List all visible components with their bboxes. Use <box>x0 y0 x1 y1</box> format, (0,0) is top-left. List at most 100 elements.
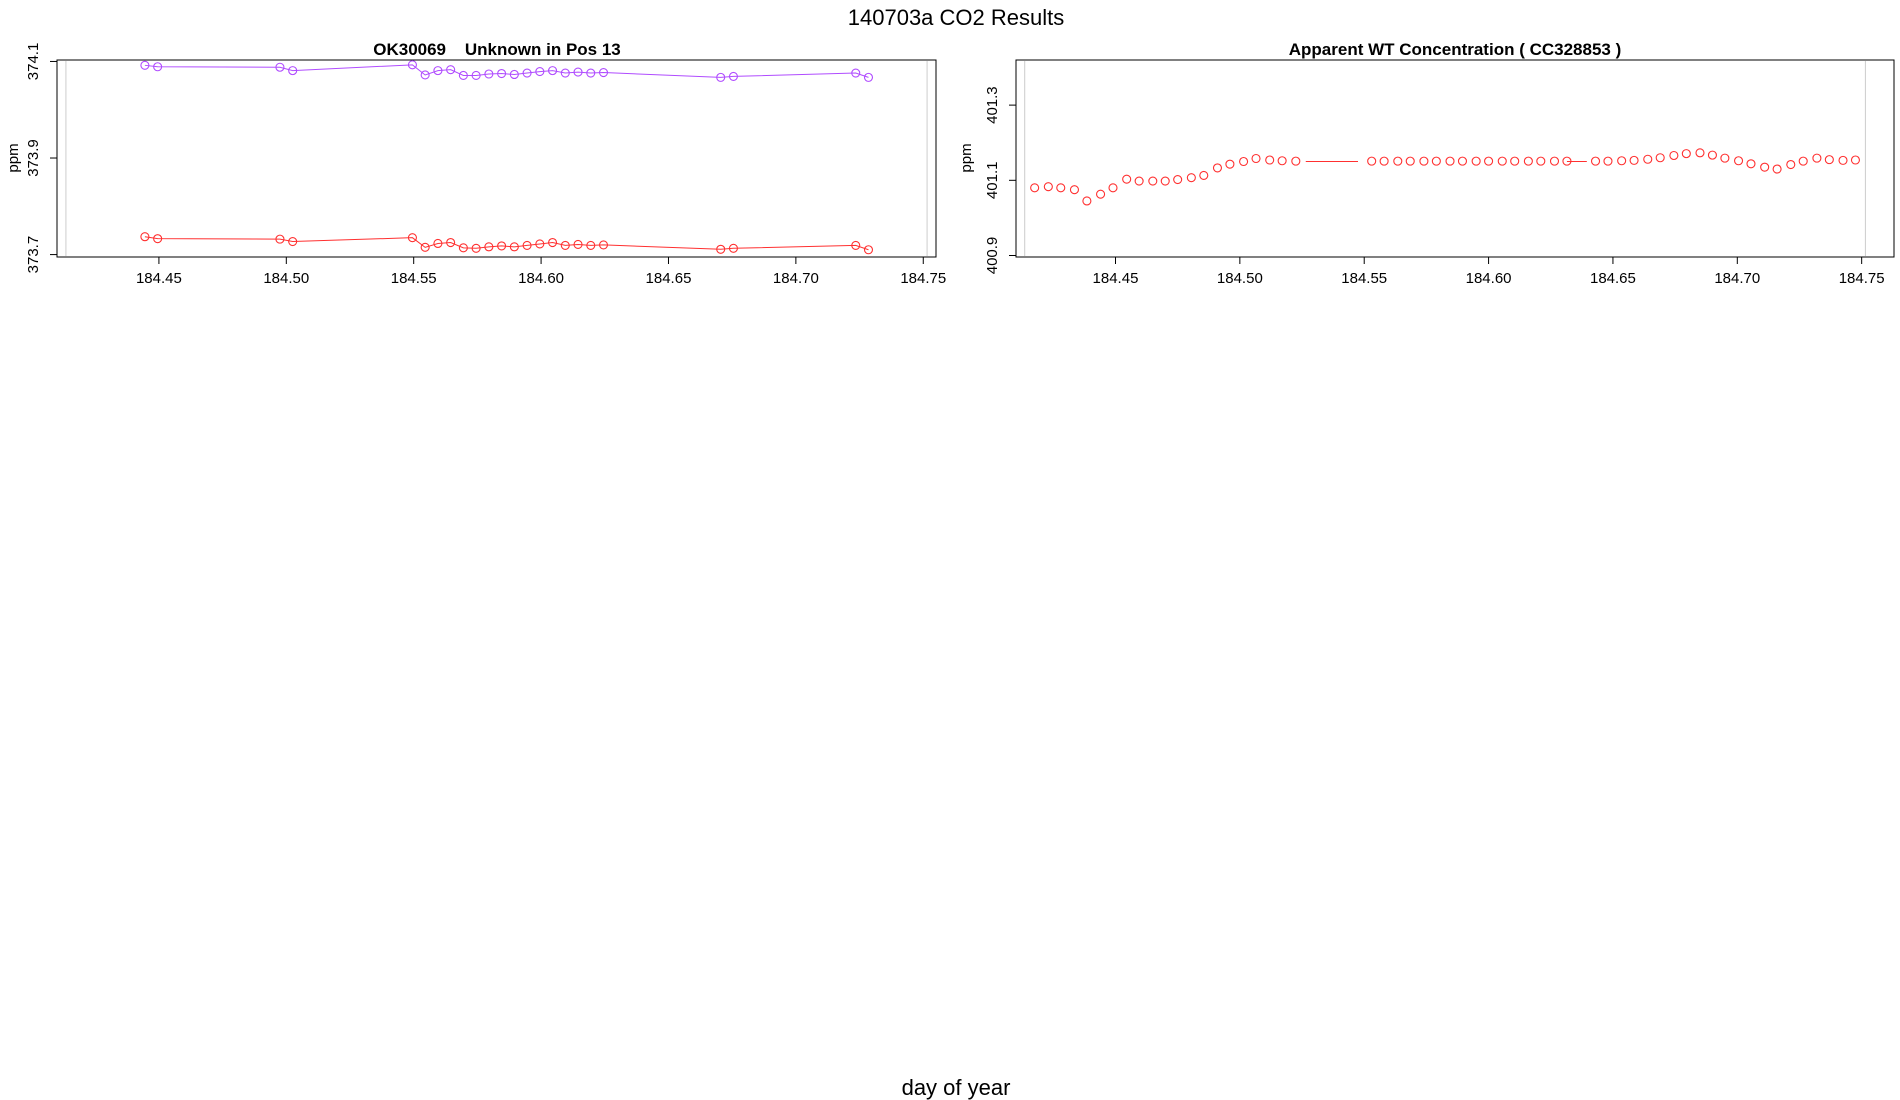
left-series-0-point-17 <box>573 67 583 77</box>
right-series-0-point-40 <box>1629 155 1639 165</box>
left-axes: 184.45 184.50 184.55 184.60 184.65 184.70 184.… <box>25 43 946 287</box>
left-plot: OK30069 Unknown in Pos 13 ppm 184.45 184.… <box>5 40 946 287</box>
right-series-0-point-46 <box>1707 150 1717 160</box>
right-series-0-point-53 <box>1798 156 1808 166</box>
left-series-0-line <box>144 64 869 78</box>
left-xtick-label-6: 184.75 <box>900 270 946 287</box>
left-xtick-label-4: 184.65 <box>646 270 692 287</box>
right-series-0-point-1 <box>1043 182 1053 192</box>
left-series-1-point-13 <box>522 240 532 250</box>
left-series-0-point-3 <box>288 66 298 76</box>
left-series-0-point-2 <box>275 62 285 72</box>
right-series-0-point-50 <box>1760 162 1770 172</box>
left-series-marks <box>140 60 874 255</box>
left-ytick-label-1: 373.9 <box>25 139 42 177</box>
right-series-0-point-0 <box>1030 183 1040 193</box>
left-series-1-point-19 <box>598 240 609 250</box>
right-series-0-point-38 <box>1603 156 1613 166</box>
left-xtick-label-2: 184.55 <box>391 270 437 287</box>
left-ytick-label-2: 374.1 <box>25 43 42 81</box>
left-series-0-point-5 <box>420 70 430 80</box>
right-series-0-point-9 <box>1148 176 1158 186</box>
right-series-0-point-15 <box>1225 159 1235 169</box>
right-ytick-label-0: 400.9 <box>984 237 1001 275</box>
right-plot-ylabel: ppm <box>958 143 975 172</box>
right-series-0-point-18 <box>1265 155 1275 165</box>
right-series-0-point-3 <box>1069 185 1080 195</box>
left-ytick-label-0: 373.7 <box>25 236 42 274</box>
right-series-0-point-20 <box>1291 156 1301 166</box>
right-series-marks <box>1030 148 1860 206</box>
left-plot-frame <box>56 59 937 258</box>
right-series-0-point-12 <box>1186 173 1196 183</box>
left-plot-ylabel: ppm <box>5 143 22 172</box>
right-xtick-label-5: 184.70 <box>1714 270 1760 287</box>
right-plot: Apparent WT Concentration ( CC328853 ) p… <box>958 40 1895 287</box>
right-series-0-point-56 <box>1838 155 1848 165</box>
left-series-0-point-8 <box>458 70 468 81</box>
right-series-0-point-41 <box>1643 154 1653 164</box>
right-series-0-point-28 <box>1457 156 1468 166</box>
right-series-0-point-36 <box>1562 156 1572 166</box>
right-ytick-label-1: 401.1 <box>984 162 1001 200</box>
left-series-1-point-16 <box>560 240 570 250</box>
right-series-0-point-34 <box>1536 156 1546 166</box>
left-series-1-line <box>144 236 869 251</box>
right-series-0-point-27 <box>1445 156 1455 166</box>
left-series-0-point-9 <box>471 70 481 81</box>
right-series-0-point-21 <box>1367 156 1377 166</box>
right-series-0-point-49 <box>1746 159 1756 169</box>
right-series-0-point-43 <box>1669 150 1679 161</box>
left-series-1-point-10 <box>484 242 494 252</box>
left-series-0-point-18 <box>586 68 596 78</box>
right-plot-title: Apparent WT Concentration ( CC328853 ) <box>1289 40 1622 59</box>
left-series-0-point-23 <box>863 72 874 82</box>
right-series-0-point-17 <box>1251 153 1261 164</box>
left-series-1-point-4 <box>407 233 417 243</box>
left-series-0-point-13 <box>522 68 532 78</box>
right-series-0-point-31 <box>1497 156 1507 166</box>
left-series-1-point-5 <box>420 242 430 252</box>
left-series-1-point-21 <box>728 243 738 253</box>
left-xtick-label-5: 184.70 <box>773 270 819 287</box>
right-series-0-point-16 <box>1239 156 1249 167</box>
right-series-0-point-23 <box>1393 156 1403 166</box>
right-plot-frame <box>1015 59 1895 258</box>
left-series-0-point-10 <box>484 69 494 79</box>
left-series-1-point-18 <box>586 240 596 250</box>
right-series-0-point-14 <box>1212 163 1223 173</box>
shared-xlabel: day of year <box>902 1075 1011 1100</box>
right-xtick-label-4: 184.65 <box>1590 270 1636 287</box>
left-series-0-point-14 <box>535 67 545 77</box>
figure-title: 140703a CO2 Results <box>848 5 1064 30</box>
left-series-1-point-0 <box>140 232 150 242</box>
left-series-1-point-9 <box>471 243 481 253</box>
right-series-0-point-47 <box>1720 153 1730 163</box>
right-series-0-point-39 <box>1617 156 1627 166</box>
left-series-0-point-12 <box>509 69 519 80</box>
right-series-0-point-5 <box>1096 189 1106 199</box>
left-series-0-point-0 <box>140 60 150 70</box>
right-series-0-point-29 <box>1471 156 1481 166</box>
left-series-1-point-15 <box>548 237 558 248</box>
right-series-0-point-22 <box>1379 156 1389 166</box>
left-series-0-point-7 <box>446 65 456 75</box>
left-series-1-point-12 <box>509 242 519 252</box>
right-xtick-label-6: 184.75 <box>1839 270 1885 287</box>
left-reference-lines <box>65 61 928 256</box>
right-xtick-label-1: 184.50 <box>1217 270 1263 287</box>
right-series-0-point-11 <box>1173 175 1183 185</box>
right-xtick-label-0: 184.45 <box>1093 270 1139 287</box>
right-series-0-point-19 <box>1277 156 1287 166</box>
left-series-1-point-1 <box>153 234 163 244</box>
right-series-0-point-33 <box>1523 156 1533 166</box>
right-axes: 184.45 184.50 184.55 184.60 184.65 184.70 184.… <box>984 86 1885 287</box>
right-series-0-point-6 <box>1108 183 1118 193</box>
left-series-1-point-3 <box>288 236 298 247</box>
right-series-0-point-4 <box>1082 196 1092 206</box>
left-series-1-point-22 <box>851 240 861 250</box>
right-series-0-point-51 <box>1772 164 1782 174</box>
right-xtick-label-2: 184.55 <box>1341 270 1387 287</box>
left-series-0-point-20 <box>716 72 726 82</box>
right-series-0-point-10 <box>1160 176 1170 186</box>
